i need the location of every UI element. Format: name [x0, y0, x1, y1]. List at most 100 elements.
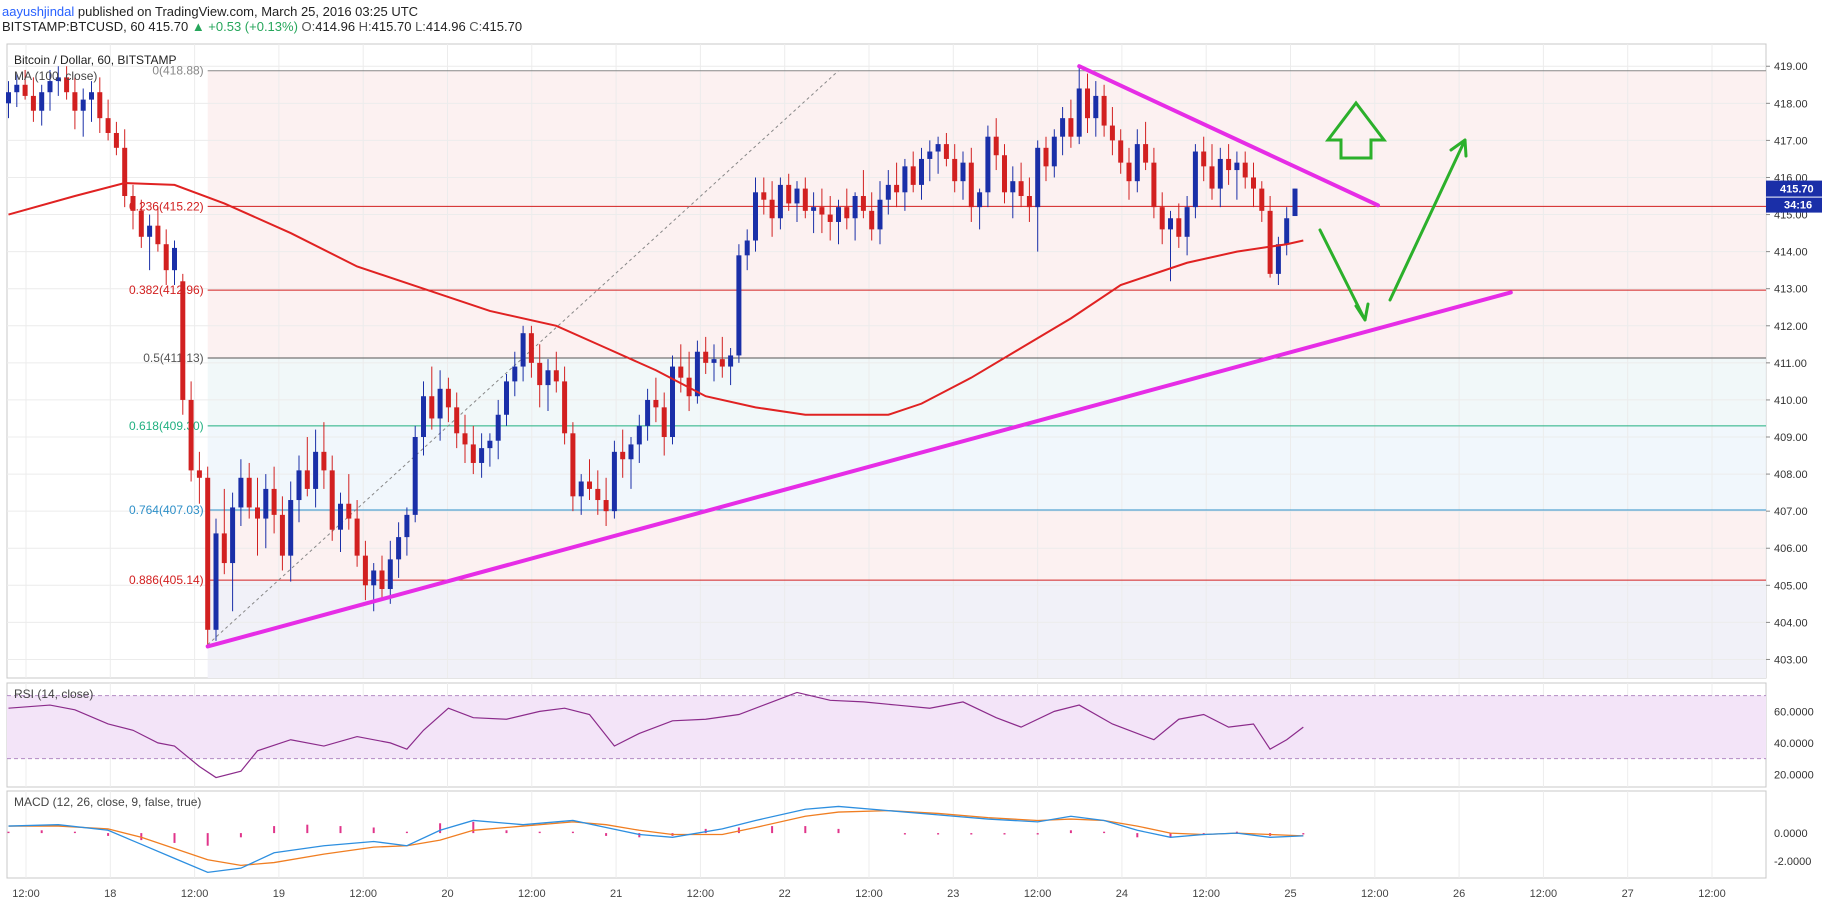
- candle-body: [1209, 166, 1215, 189]
- fib-label: 0(418.88): [152, 64, 203, 78]
- candle-body: [860, 196, 866, 211]
- candle-body: [1134, 144, 1140, 182]
- candle-body: [819, 207, 825, 215]
- candle-body: [1151, 162, 1157, 208]
- candle-body: [1085, 88, 1090, 119]
- candle-body: [653, 399, 659, 408]
- y-tick-label: 403.00: [1774, 654, 1808, 666]
- candle-body: [1159, 207, 1165, 230]
- candle-body: [719, 359, 725, 367]
- candle-body: [910, 166, 916, 185]
- candle-body: [1043, 147, 1049, 167]
- candle-body: [147, 225, 153, 237]
- candle-body: [786, 184, 792, 204]
- candle-body: [935, 144, 941, 152]
- candle-body: [960, 162, 966, 182]
- candle-body: [553, 370, 559, 382]
- y-tick-label: 412.00: [1774, 321, 1808, 333]
- candle-body: [304, 470, 310, 489]
- x-tick-label: 12:00: [518, 888, 546, 900]
- candle-body: [1234, 162, 1240, 171]
- fib-label: 0.382(412.96): [129, 283, 204, 297]
- x-tick-label: 19: [273, 888, 285, 900]
- close-label: C:: [469, 19, 483, 34]
- x-tick-label: 25: [1284, 888, 1296, 900]
- y-tick-label: 405.00: [1774, 580, 1808, 592]
- candle-body: [877, 199, 883, 230]
- candle-body: [728, 355, 734, 367]
- candle-body: [1292, 188, 1298, 217]
- candle-body: [321, 451, 327, 471]
- candle-body: [362, 555, 368, 586]
- down-arrow: [1318, 228, 1370, 322]
- candle-body: [371, 570, 377, 586]
- x-tick-label: 18: [104, 888, 116, 900]
- candle-body: [943, 144, 949, 159]
- ma-legend: MA (100, close): [14, 69, 97, 83]
- candle-body: [180, 281, 186, 400]
- candle-body: [993, 136, 999, 156]
- macd-signal-line: [8, 809, 1304, 867]
- candle-body: [985, 136, 991, 193]
- macd-pane: [6, 790, 1767, 879]
- candle-body: [279, 514, 285, 556]
- candle-body: [1267, 210, 1273, 274]
- candle-body: [869, 210, 875, 230]
- candle-body: [611, 451, 617, 512]
- candle-body: [794, 188, 800, 204]
- candle-body: [761, 192, 767, 200]
- candle-body: [1118, 140, 1124, 163]
- x-tick-label: 12:00: [349, 888, 377, 900]
- candle-body: [1143, 144, 1149, 163]
- candle-body: [919, 158, 924, 185]
- low-value: 414.96: [425, 19, 466, 34]
- candle-body: [263, 488, 269, 519]
- macd-legend: MACD (12, 26, close, 9, false, true): [14, 795, 201, 809]
- y-tick-label: 404.00: [1774, 617, 1808, 629]
- candle-body: [138, 210, 144, 237]
- candle-body: [196, 470, 202, 478]
- candle-body: [952, 158, 958, 182]
- last-price: 415.70: [148, 19, 189, 34]
- fib-band: [207, 510, 1767, 581]
- y-tick-label: 411.00: [1774, 358, 1807, 370]
- candle-body: [338, 503, 343, 530]
- candle-body: [246, 477, 252, 508]
- candle-body: [1101, 95, 1107, 126]
- published-text: published on TradingView.com, March 25, …: [77, 4, 419, 19]
- candle-body: [421, 396, 426, 438]
- candle-body: [1060, 118, 1066, 137]
- x-tick-label: 12:00: [181, 888, 209, 900]
- candle-body: [437, 388, 443, 419]
- fib-label: 0.236(415.22): [129, 199, 204, 213]
- candle-body: [1051, 136, 1057, 167]
- open-label: O:: [301, 19, 316, 34]
- macd-tick-label: 0.0000: [1774, 828, 1808, 840]
- high-value: 415.70: [371, 19, 412, 34]
- candle-body: [744, 240, 750, 256]
- x-tick-label: 12:00: [1024, 888, 1052, 900]
- x-tick-label: 12:00: [1192, 888, 1220, 900]
- fib-band: [207, 206, 1767, 291]
- candle-body: [802, 188, 808, 211]
- candle-body: [678, 366, 684, 378]
- candle-body: [1176, 218, 1182, 237]
- candle-body: [479, 448, 485, 463]
- candle-body: [694, 351, 700, 397]
- candle-body: [1026, 196, 1032, 208]
- candle-body: [504, 381, 509, 415]
- candle-body: [537, 362, 543, 386]
- candle-body: [213, 533, 219, 630]
- candle-body: [1251, 177, 1256, 189]
- macd-tick-label: -2.0000: [1774, 856, 1811, 868]
- candle-body: [595, 488, 601, 501]
- author-link[interactable]: aayushjindal: [2, 4, 75, 19]
- candle-body: [55, 77, 61, 82]
- fib-band: [207, 290, 1767, 359]
- candle-body: [620, 451, 626, 460]
- y-tick-label: 409.00: [1774, 432, 1808, 444]
- candle-body: [255, 507, 260, 519]
- candle-body: [429, 396, 435, 419]
